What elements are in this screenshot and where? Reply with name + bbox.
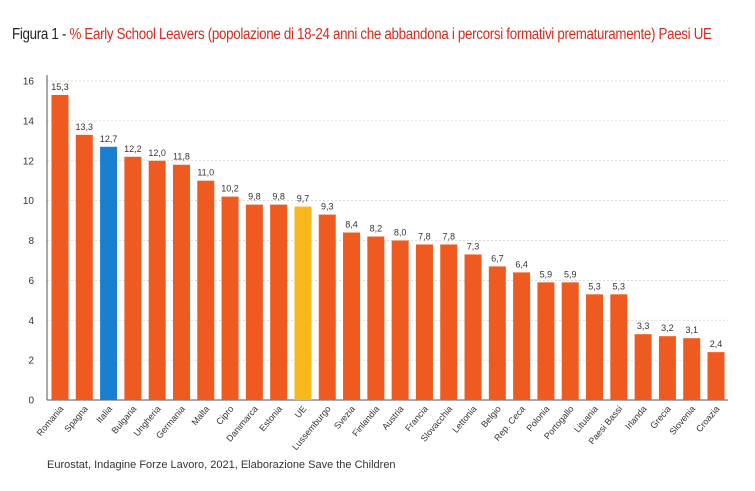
bar-value-label: 8,2 (370, 224, 383, 234)
bar (488, 266, 506, 400)
bar-value-label: 3,2 (661, 323, 674, 333)
bar-value-label: 5,3 (613, 281, 626, 291)
y-tick-label: 6 (28, 276, 34, 287)
title-text: % Early School Leavers (popolazione di 1… (69, 26, 712, 43)
bar-value-label: 9,7 (297, 194, 310, 204)
bar (707, 352, 725, 400)
bar-value-label: 5,3 (588, 281, 601, 291)
bar (221, 196, 239, 400)
title-separator: - (58, 26, 70, 43)
x-tick-label: Slovenia (667, 404, 697, 437)
bar-value-label: 9,8 (248, 192, 261, 202)
bar (683, 338, 701, 400)
bar-value-label: 3,3 (637, 321, 650, 331)
bar (415, 244, 433, 400)
bar (367, 236, 385, 400)
bar (270, 204, 288, 400)
bar-value-label: 3,1 (685, 325, 698, 335)
bar (197, 180, 215, 400)
bar (148, 160, 166, 400)
bar (100, 146, 118, 400)
y-tick-label: 4 (28, 316, 34, 327)
bar (586, 294, 604, 400)
bar (464, 254, 482, 400)
bar (537, 282, 555, 400)
bar-value-label: 8,4 (345, 220, 358, 230)
bar (124, 156, 142, 400)
x-tick-label: UE (293, 404, 309, 420)
x-tick-label: Spagna (62, 404, 90, 434)
bar (172, 164, 190, 400)
bar (561, 282, 579, 400)
y-tick-label: 14 (23, 116, 35, 127)
bar-value-label: 5,9 (540, 269, 553, 279)
bar-value-label: 6,7 (491, 253, 504, 263)
bar-value-label: 15,3 (51, 82, 69, 92)
bar (343, 232, 361, 400)
source-note: Eurostat, Indagine Forze Lavoro, 2021, E… (47, 459, 396, 471)
bar-value-label: 10,2 (221, 184, 239, 194)
bar-value-label: 13,3 (76, 122, 94, 132)
y-tick-label: 10 (23, 196, 35, 207)
bar-value-label: 5,9 (564, 269, 577, 279)
bar-value-label: 2,4 (710, 339, 723, 349)
bar (610, 294, 628, 400)
bar-value-label: 7,8 (418, 231, 431, 241)
bar (513, 272, 531, 400)
y-tick-label: 8 (28, 236, 34, 247)
bar-value-label: 9,8 (272, 192, 285, 202)
bar-value-label: 8,0 (394, 228, 407, 238)
bar-value-label: 7,8 (442, 231, 455, 241)
bar-value-label: 11,8 (173, 152, 190, 162)
bar-value-label: 11,0 (197, 168, 214, 178)
x-tick-label: Italia (94, 404, 114, 425)
bar (51, 94, 69, 401)
bar (318, 214, 336, 400)
bar (245, 204, 263, 400)
bar-value-label: 12,7 (100, 134, 118, 144)
bar-chart: 0 2 4 6 8 10 12 14 16 15,3 Romania 13,3 Spagna 12,7 It… (0, 60, 755, 450)
x-tick-label: Malta (189, 404, 211, 427)
x-tick-label: Austria (380, 404, 406, 432)
y-tick-label: 16 (23, 77, 35, 88)
bar-value-label: 12,0 (148, 148, 166, 158)
figure-number: Figura 1 (12, 26, 59, 43)
bar-value-label: 12,2 (124, 144, 142, 154)
y-tick-label: 2 (28, 356, 34, 367)
bar (294, 206, 312, 400)
bar-value-label: 7,3 (467, 241, 480, 251)
x-tick-label: Romania (35, 404, 66, 438)
x-tick-label: Croazia (694, 404, 722, 434)
y-tick-label: 12 (23, 156, 35, 167)
bar (75, 134, 93, 401)
bar (391, 240, 409, 400)
x-tick-label: Lettonia (450, 404, 478, 435)
y-tick-label: 0 (28, 396, 34, 407)
x-tick-label: Estonia (257, 404, 284, 433)
x-tick-label: Cipro (214, 404, 235, 427)
bar (658, 336, 676, 400)
chart-title: Figura 1 - % Early School Leavers (popol… (12, 26, 712, 44)
bar (634, 334, 652, 400)
bar-value-label: 6,4 (515, 259, 528, 269)
bar-value-label: 9,3 (321, 202, 334, 212)
bar-chart-svg: 0 2 4 6 8 10 12 14 16 15,3 Romania 13,3 Spagna 12,7 It… (23, 75, 728, 450)
bar (440, 244, 458, 400)
x-tick-label: Belgio (479, 404, 503, 430)
x-tick-label: Irlanda (623, 404, 648, 432)
